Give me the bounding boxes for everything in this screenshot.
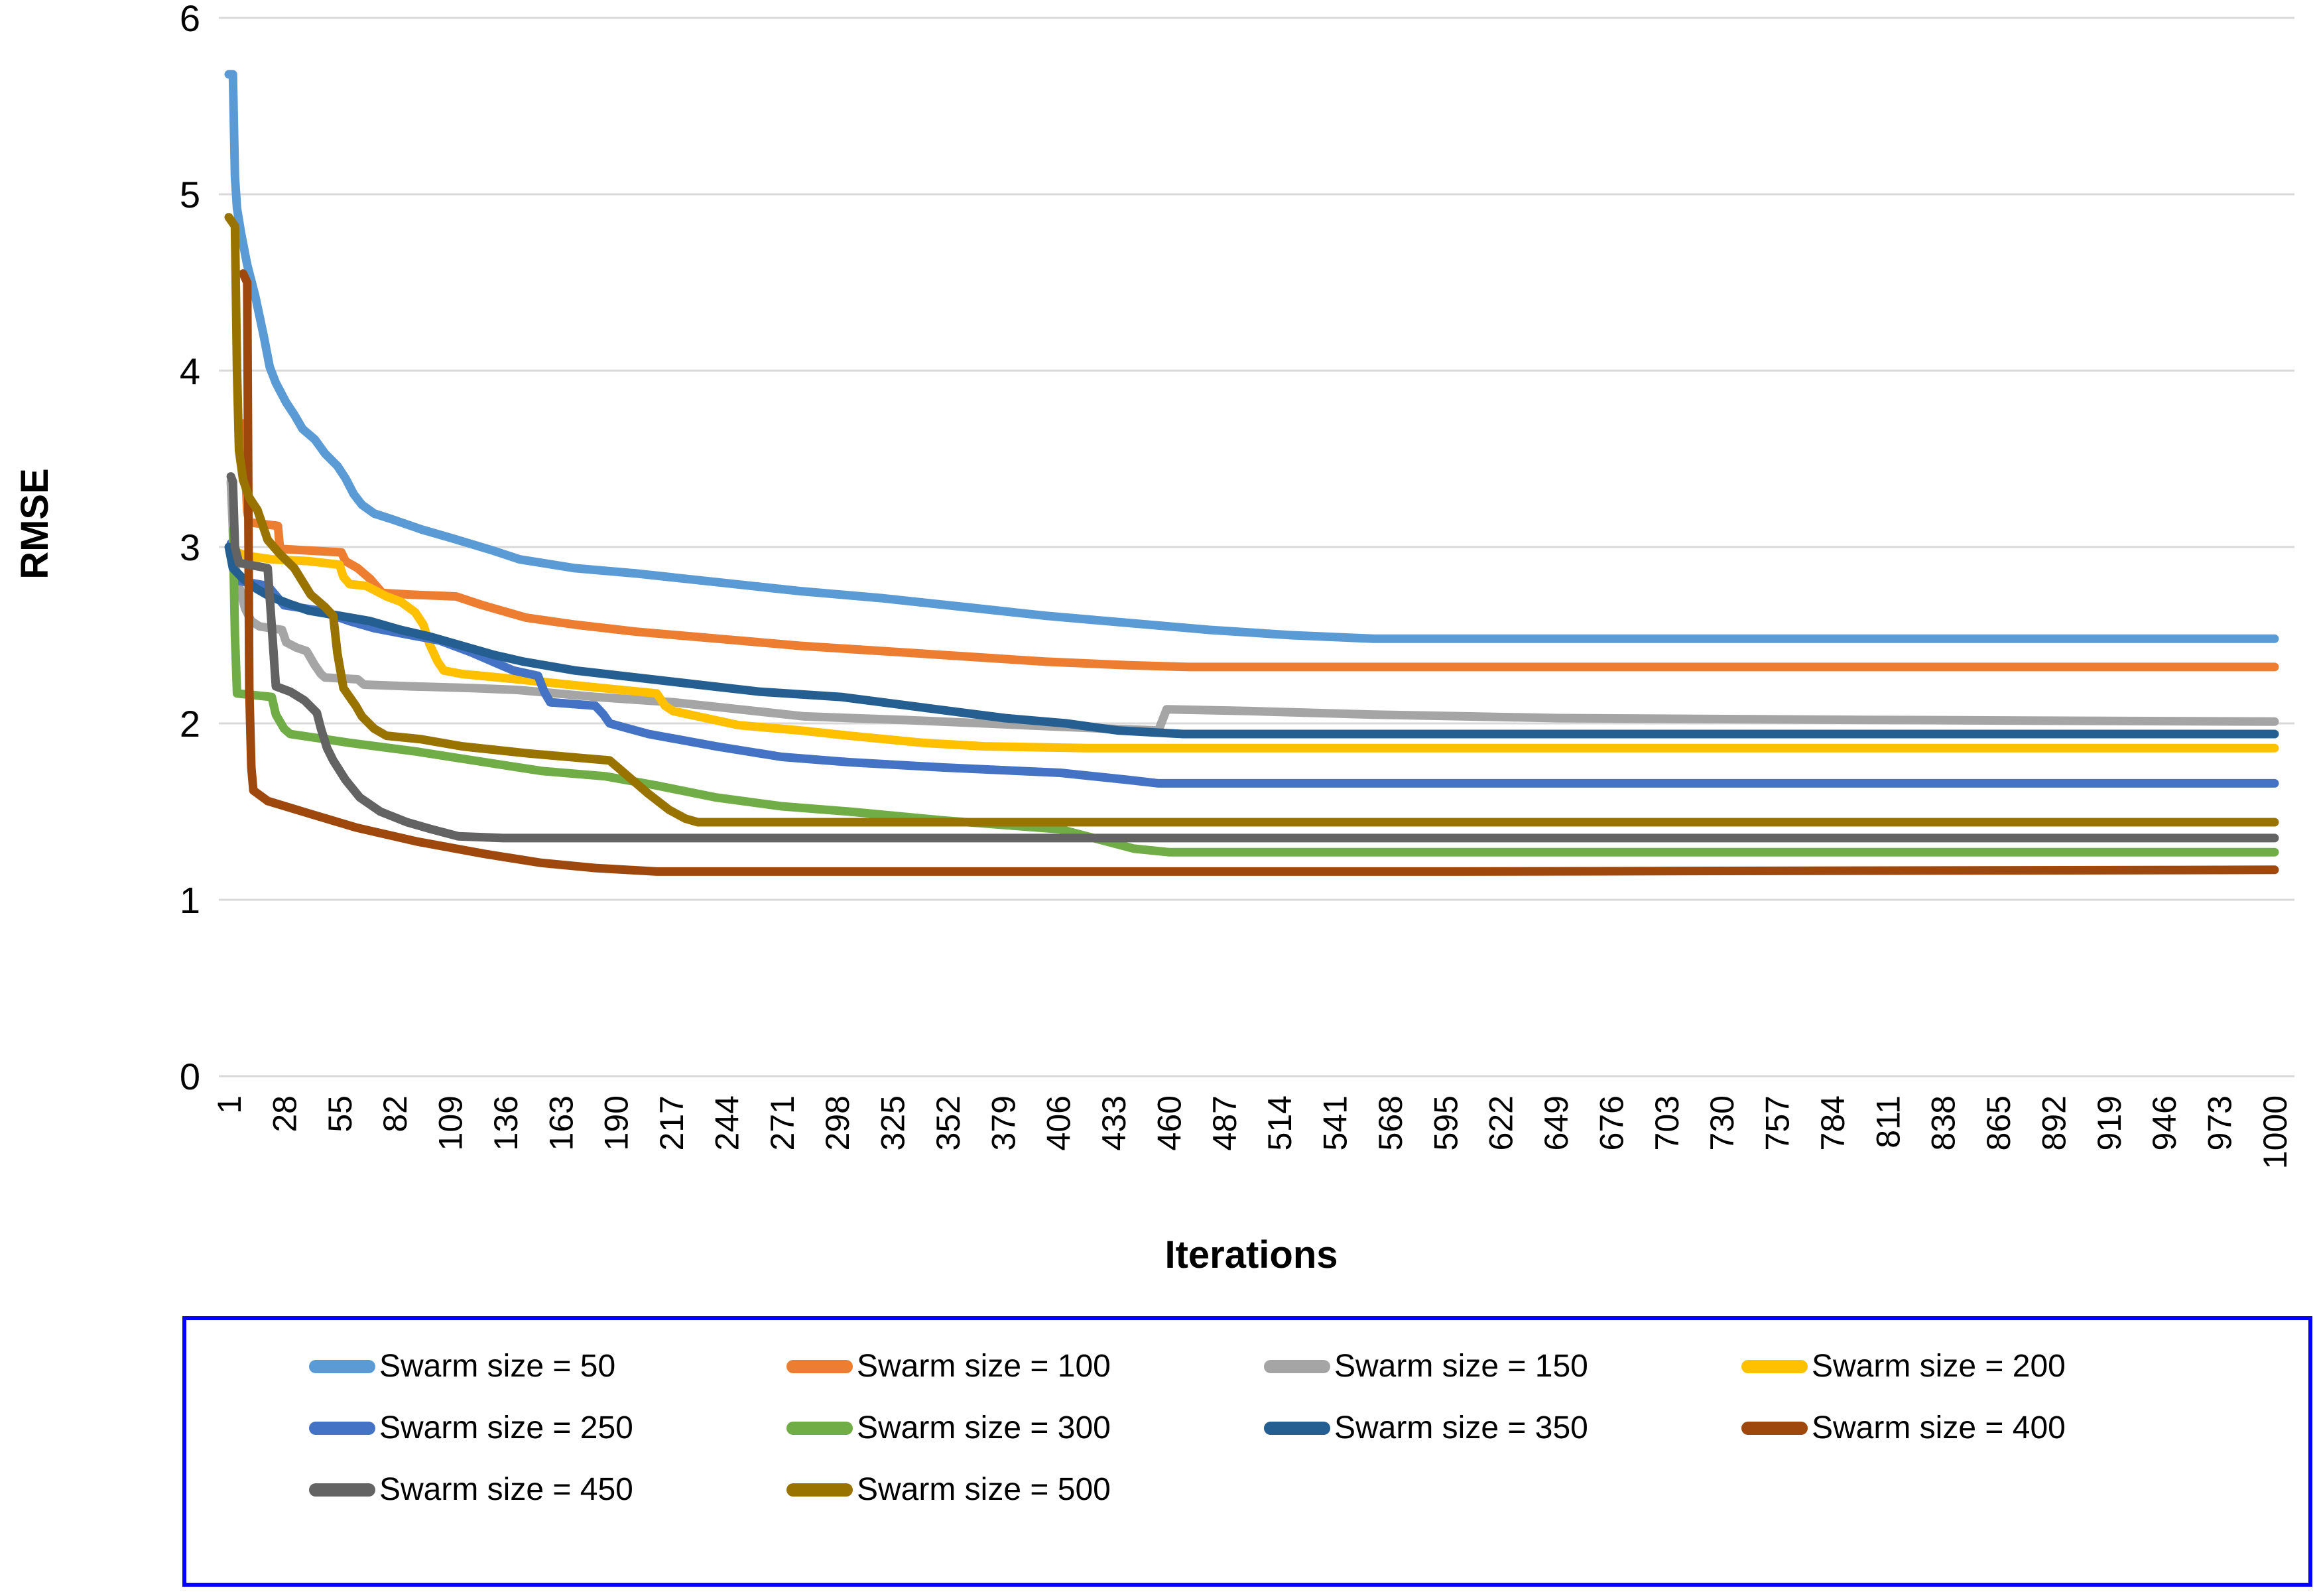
legend-line-marker-icon: [1741, 1359, 1808, 1373]
x-tick-label: 460: [1151, 1095, 1188, 1150]
chart-legend: Swarm size = 50 Swarm size = 100 Swarm siz…: [182, 1316, 2312, 1587]
x-axis-tick-labels: 1 28 55 82 109 136 163 190 217 244 271 298 325 352 379…: [211, 1095, 2294, 1169]
x-tick-label: 865: [1980, 1095, 2017, 1150]
x-tick-label: 568: [1372, 1095, 1409, 1150]
x-tick-label: 217: [653, 1095, 690, 1150]
legend-item: Swarm size = 300: [786, 1410, 1264, 1446]
legend-label: Swarm size = 150: [1334, 1349, 1588, 1384]
x-tick-label: 298: [819, 1095, 856, 1150]
series-line-50: [224, 70, 2279, 643]
y-tick-label: 4: [180, 350, 200, 392]
x-tick-label: 892: [2035, 1095, 2072, 1150]
x-tick-label: 82: [377, 1095, 414, 1133]
legend-label: Swarm size = 50: [379, 1349, 616, 1384]
x-tick-label: 352: [930, 1095, 967, 1150]
x-tick-label: 676: [1593, 1095, 1630, 1150]
legend-line-marker-icon: [309, 1421, 375, 1435]
y-tick-label: 0: [180, 1056, 200, 1097]
x-tick-label: 838: [1925, 1095, 1962, 1150]
series-line-450: [226, 472, 2279, 843]
x-tick-label: 487: [1206, 1095, 1243, 1150]
x-tick-label: 109: [432, 1095, 470, 1150]
legend-item: Swarm size = 50: [309, 1348, 786, 1384]
legend-label: Swarm size = 100: [857, 1349, 1111, 1384]
series-line-500: [224, 213, 2279, 827]
series-line-100: [239, 419, 2279, 672]
x-tick-label: 541: [1317, 1095, 1354, 1150]
x-tick-label: 136: [487, 1095, 525, 1150]
legend-item: Swarm size = 400: [1741, 1410, 2219, 1446]
legend-label: Swarm size = 450: [379, 1472, 633, 1507]
y-axis-tick-labels: 0 1 2 3 4 5 6: [180, 0, 200, 1097]
x-tick-label: 784: [1814, 1095, 1851, 1150]
legend-grid: Swarm size = 50 Swarm size = 100 Swarm siz…: [186, 1320, 2308, 1508]
legend-line-marker-icon: [309, 1483, 375, 1497]
x-tick-label: 649: [1538, 1095, 1575, 1150]
y-tick-label: 5: [180, 174, 200, 215]
x-tick-label: 28: [266, 1095, 303, 1133]
legend-item: Swarm size = 150: [1264, 1348, 1741, 1384]
series-line-350: [224, 542, 2279, 739]
x-tick-label: 1000: [2257, 1095, 2294, 1169]
x-tick-label: 946: [2146, 1095, 2183, 1150]
x-tick-label: 757: [1759, 1095, 1796, 1150]
legend-item: Swarm size = 100: [786, 1348, 1264, 1384]
y-tick-label: 3: [180, 526, 200, 568]
x-tick-label: 55: [322, 1095, 359, 1133]
x-tick-label: 325: [875, 1095, 912, 1150]
legend-line-marker-icon: [1264, 1359, 1330, 1373]
y-tick-label: 2: [180, 703, 200, 745]
legend-label: Swarm size = 200: [1812, 1349, 2066, 1384]
legend-label: Swarm size = 300: [857, 1410, 1111, 1445]
x-tick-label: 271: [764, 1095, 801, 1150]
x-tick-label: 190: [598, 1095, 635, 1150]
legend-label: Swarm size = 500: [857, 1472, 1111, 1507]
series-line-400: [239, 269, 2279, 876]
x-tick-label: 244: [708, 1095, 745, 1150]
x-tick-label: 730: [1704, 1095, 1741, 1150]
y-axis-title: RMSE: [13, 468, 56, 580]
series-line-150: [226, 477, 2279, 735]
x-tick-label: 433: [1096, 1095, 1133, 1150]
x-tick-label: 973: [2202, 1095, 2239, 1150]
legend-line-marker-icon: [786, 1359, 853, 1373]
y-tick-label: 6: [180, 0, 200, 39]
legend-line-marker-icon: [1741, 1421, 1808, 1435]
series-line-300: [228, 524, 2279, 857]
gridlines: [219, 17, 2294, 1077]
legend-item: Swarm size = 350: [1264, 1410, 1741, 1446]
x-tick-label: 406: [1040, 1095, 1078, 1150]
legend-line-marker-icon: [786, 1483, 853, 1497]
x-tick-label: 703: [1649, 1095, 1686, 1150]
legend-label: Swarm size = 400: [1812, 1410, 2066, 1445]
series-line-200: [228, 542, 2279, 753]
series-lines: [224, 70, 2279, 876]
x-tick-label: 514: [1261, 1095, 1298, 1150]
x-tick-label: 811: [1869, 1095, 1907, 1148]
x-tick-label: 1: [211, 1095, 248, 1114]
legend-label: Swarm size = 350: [1334, 1410, 1588, 1445]
x-tick-label: 379: [985, 1095, 1022, 1150]
x-tick-label: 622: [1483, 1095, 1520, 1150]
legend-line-marker-icon: [786, 1421, 853, 1435]
y-tick-label: 1: [180, 879, 200, 921]
legend-item: Swarm size = 250: [309, 1410, 786, 1446]
legend-label: Swarm size = 250: [379, 1410, 633, 1445]
legend-item: Swarm size = 500: [786, 1471, 1264, 1508]
x-axis-title: Iterations: [1164, 1233, 1338, 1276]
x-tick-label: 919: [2091, 1095, 2128, 1150]
legend-line-marker-icon: [309, 1359, 375, 1373]
legend-line-marker-icon: [1264, 1421, 1330, 1435]
x-tick-label: 163: [542, 1095, 580, 1150]
legend-item: Swarm size = 200: [1741, 1348, 2219, 1384]
x-tick-label: 595: [1427, 1095, 1464, 1150]
legend-item: Swarm size = 450: [309, 1471, 786, 1508]
